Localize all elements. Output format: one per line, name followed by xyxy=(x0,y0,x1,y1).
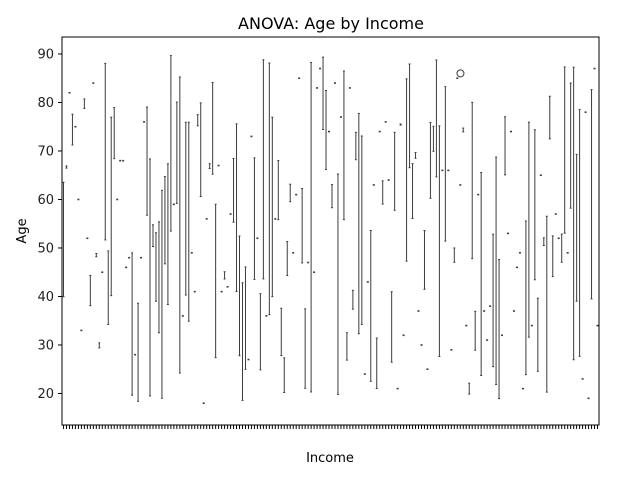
x-axis-label: Income xyxy=(306,451,354,466)
box-plot-group xyxy=(62,55,599,404)
y-axis-label: Age xyxy=(15,218,30,243)
x-axis-ticks xyxy=(62,425,599,429)
chart-title: ANOVA: Age by Income xyxy=(238,14,424,33)
y-tick-label: 30 xyxy=(37,338,54,353)
y-tick-label: 70 xyxy=(37,144,54,159)
plot-area-frame xyxy=(61,36,600,426)
y-tick-label: 40 xyxy=(37,290,54,305)
y-tick-label: 90 xyxy=(37,47,54,62)
y-axis-ticks: 20 30 40 50 60 70 80 90 xyxy=(37,47,62,402)
y-tick-label: 60 xyxy=(37,193,54,208)
y-tick-label: 80 xyxy=(37,96,54,111)
y-tick-label: 20 xyxy=(37,387,54,402)
y-tick-label: 50 xyxy=(37,241,54,256)
outlier-marker xyxy=(456,69,465,78)
